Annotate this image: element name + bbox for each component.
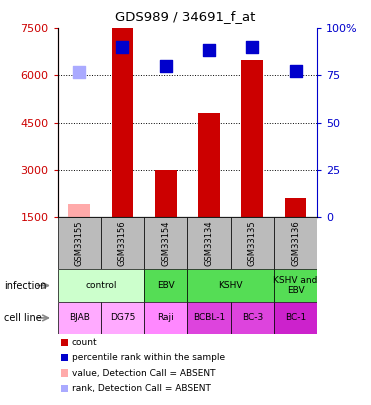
Text: value, Detection Call = ABSENT: value, Detection Call = ABSENT: [72, 369, 215, 377]
Text: KSHV and
EBV: KSHV and EBV: [273, 276, 318, 295]
Bar: [242, 60, 263, 217]
Text: cell line: cell line: [4, 313, 42, 323]
Text: rank, Detection Call = ABSENT: rank, Detection Call = ABSENT: [72, 384, 210, 393]
Bar: [112, 28, 133, 217]
Text: Raji: Raji: [157, 313, 174, 322]
Text: control: control: [85, 281, 116, 290]
Text: GSM33154: GSM33154: [161, 220, 170, 266]
Bar: [58, 217, 101, 269]
Text: BC-1: BC-1: [285, 313, 306, 322]
Bar: [187, 217, 231, 269]
Bar: [285, 198, 306, 217]
Bar: [144, 217, 187, 269]
Text: GSM33155: GSM33155: [75, 220, 83, 266]
Text: BJAB: BJAB: [69, 313, 89, 322]
Bar: [231, 217, 274, 269]
Point: [249, 44, 255, 50]
Bar: [274, 217, 317, 269]
Bar: [274, 302, 317, 334]
Point: [163, 63, 169, 69]
Text: EBV: EBV: [157, 281, 174, 290]
Text: GSM33156: GSM33156: [118, 220, 127, 266]
Text: percentile rank within the sample: percentile rank within the sample: [72, 353, 225, 362]
Bar: [187, 302, 231, 334]
Text: GSM33136: GSM33136: [291, 220, 300, 266]
Bar: [144, 302, 187, 334]
Text: GSM33135: GSM33135: [248, 220, 257, 266]
Bar: [144, 269, 187, 302]
Bar: [101, 302, 144, 334]
Text: DG75: DG75: [110, 313, 135, 322]
Point: [119, 44, 125, 50]
Bar: [68, 204, 90, 217]
Text: GDS989 / 34691_f_at: GDS989 / 34691_f_at: [115, 10, 256, 23]
Bar: [274, 269, 317, 302]
Bar: [198, 113, 220, 217]
Text: GSM33134: GSM33134: [204, 220, 213, 266]
Bar: [101, 217, 144, 269]
Bar: [231, 302, 274, 334]
Text: BCBL-1: BCBL-1: [193, 313, 225, 322]
Text: infection: infection: [4, 281, 46, 290]
Text: BC-3: BC-3: [242, 313, 263, 322]
Point: [76, 69, 82, 75]
Point: [206, 47, 212, 53]
Bar: [187, 269, 274, 302]
Bar: [58, 302, 101, 334]
Point: [293, 68, 299, 74]
Bar: [155, 170, 177, 217]
Bar: [58, 269, 144, 302]
Text: KSHV: KSHV: [219, 281, 243, 290]
Text: count: count: [72, 338, 97, 347]
